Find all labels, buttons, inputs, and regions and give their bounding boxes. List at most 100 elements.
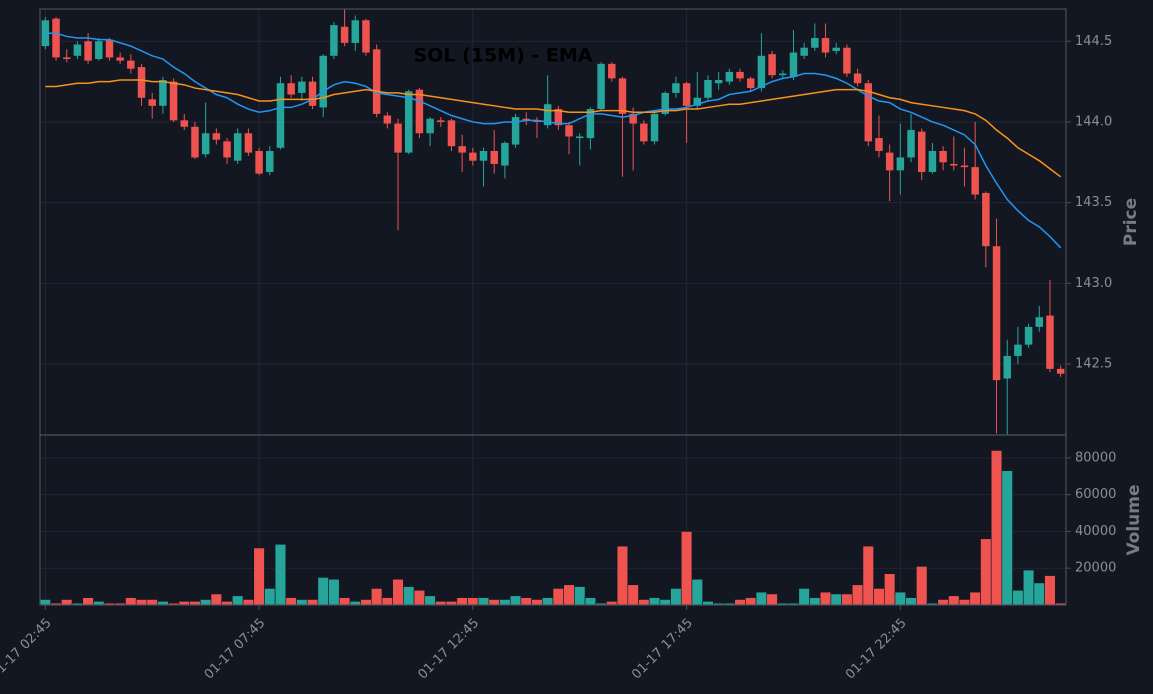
y-axis-label: Price bbox=[1121, 198, 1141, 246]
volume-bar bbox=[798, 588, 810, 606]
candle-body bbox=[875, 138, 883, 151]
volume-bar bbox=[403, 586, 415, 606]
candle-body bbox=[276, 83, 285, 148]
candle-body bbox=[372, 49, 381, 114]
volume-bar bbox=[274, 543, 287, 606]
candle-body bbox=[1035, 317, 1044, 327]
volume-bar bbox=[680, 531, 693, 606]
candle-body bbox=[543, 104, 552, 126]
volume-bar bbox=[830, 593, 842, 606]
candle-body bbox=[127, 60, 135, 69]
volume-bar bbox=[200, 599, 212, 606]
candle-body bbox=[971, 167, 979, 195]
candle-body bbox=[479, 151, 488, 161]
candle-body bbox=[287, 83, 295, 95]
volume-bar bbox=[210, 593, 222, 606]
candle-body bbox=[939, 151, 947, 163]
candle-body bbox=[223, 141, 231, 158]
candle-body bbox=[950, 163, 958, 166]
volume-bar bbox=[61, 599, 73, 606]
candle-body bbox=[1003, 355, 1011, 379]
candle-body bbox=[533, 120, 541, 122]
candle-body bbox=[137, 67, 146, 98]
candle-body bbox=[575, 136, 584, 139]
volume-bar bbox=[317, 577, 329, 606]
candle-body bbox=[447, 120, 456, 147]
candle-body bbox=[426, 118, 434, 134]
volume-bar bbox=[905, 597, 917, 606]
volume-bar bbox=[584, 597, 597, 606]
candle-body bbox=[843, 47, 851, 74]
candle-body bbox=[832, 47, 840, 51]
candle-body bbox=[907, 130, 915, 158]
ema-line bbox=[45, 79, 1062, 178]
volume-bar bbox=[819, 591, 832, 606]
candle-body bbox=[586, 109, 595, 139]
volume-bar bbox=[691, 578, 703, 606]
volume-bar bbox=[467, 597, 479, 606]
candle-body bbox=[84, 41, 92, 61]
volume-bar bbox=[809, 597, 821, 606]
candle-body bbox=[298, 81, 306, 93]
volume-bar bbox=[948, 595, 960, 606]
candle-body bbox=[511, 117, 520, 145]
candle-body bbox=[308, 81, 317, 106]
volume-bar bbox=[477, 597, 490, 606]
candle-body bbox=[960, 165, 969, 168]
volume-bar bbox=[1001, 470, 1013, 606]
volume-bar bbox=[360, 599, 372, 606]
candle-body bbox=[789, 52, 798, 77]
candle-body bbox=[864, 83, 873, 142]
volume-bar bbox=[552, 588, 564, 606]
candle-body bbox=[821, 38, 830, 53]
volume-bar bbox=[980, 538, 992, 606]
candle-body bbox=[992, 246, 1001, 381]
candle-body bbox=[191, 126, 199, 158]
candle-body bbox=[383, 115, 392, 124]
chart-title: SOL (15M) - EMA bbox=[414, 45, 593, 67]
candle-body bbox=[319, 55, 327, 108]
volume-bar bbox=[520, 597, 532, 606]
candle-body bbox=[554, 109, 563, 126]
volume-bar bbox=[766, 593, 778, 606]
volume-bar bbox=[627, 584, 639, 606]
candle-body bbox=[779, 73, 787, 76]
volume-bar bbox=[135, 599, 148, 606]
volume-bar bbox=[82, 597, 94, 606]
volume-bar bbox=[306, 599, 319, 606]
candle-body bbox=[201, 133, 210, 155]
ema-line bbox=[45, 32, 1062, 249]
volume-bar bbox=[734, 599, 746, 606]
volume-bar bbox=[542, 597, 554, 606]
candle-body bbox=[885, 152, 894, 171]
candle-body bbox=[148, 99, 156, 106]
volume-bar bbox=[841, 593, 853, 606]
candle-body bbox=[629, 113, 637, 124]
candle-body bbox=[159, 80, 167, 106]
candle-body bbox=[800, 47, 808, 56]
candle-body bbox=[1046, 315, 1054, 369]
volume-bar bbox=[328, 578, 340, 606]
volume-bar bbox=[413, 589, 426, 606]
volume-bar bbox=[862, 545, 874, 606]
candle-body bbox=[105, 39, 114, 58]
volume-bar bbox=[146, 599, 158, 606]
volume-bar bbox=[659, 599, 671, 606]
y-tick-label: 142.5 bbox=[1075, 357, 1112, 372]
candle-body bbox=[62, 57, 71, 60]
candle-body bbox=[1056, 368, 1065, 374]
volume-bar bbox=[884, 573, 896, 606]
candle-body bbox=[661, 92, 669, 114]
price-panel bbox=[40, 9, 1066, 435]
volume-bar bbox=[638, 599, 650, 606]
volume-bar bbox=[616, 545, 629, 606]
y-tick-label: 144.5 bbox=[1075, 34, 1112, 49]
volume-bar bbox=[338, 597, 351, 606]
candle-body bbox=[746, 78, 755, 89]
candle-body bbox=[255, 151, 263, 174]
candle-body bbox=[169, 81, 178, 121]
candle-body bbox=[725, 71, 734, 82]
candle-body bbox=[73, 44, 82, 56]
volume-bar bbox=[937, 599, 949, 606]
candle-body bbox=[618, 78, 627, 114]
